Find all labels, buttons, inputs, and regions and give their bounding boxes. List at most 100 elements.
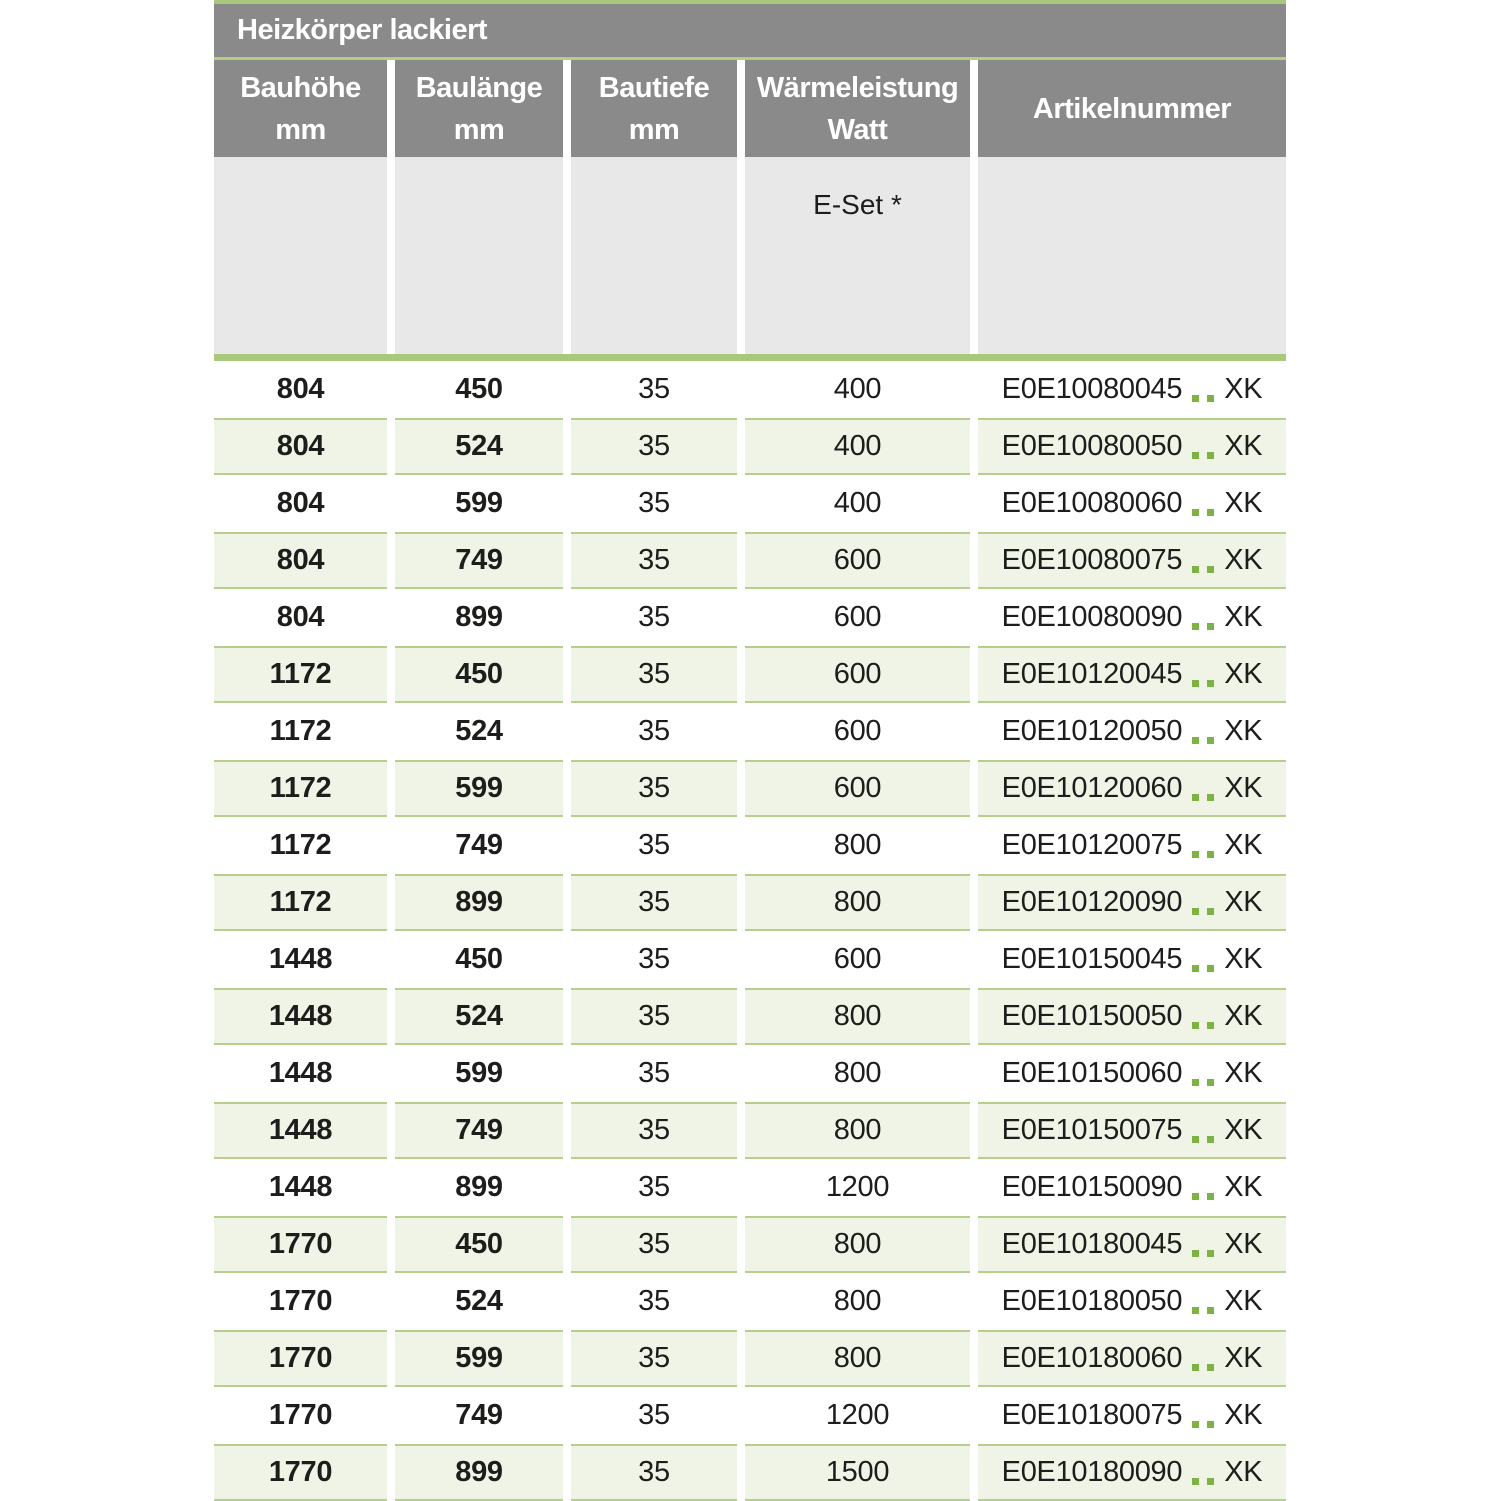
cell-waermeleistung: 600 <box>745 760 970 817</box>
placeholder-dot-icon <box>1207 395 1215 402</box>
artikel-suffix: XK <box>1224 1057 1263 1089</box>
cell-waermeleistung: 800 <box>745 1216 970 1273</box>
artikel-code: E0E10120090 <box>1001 886 1183 918</box>
table-row: 1770 899 35 1500 E0E10180090 XK <box>214 1444 1286 1501</box>
header-body-separator <box>214 354 1286 361</box>
table-row: 1448 899 35 1200 E0E10150090 XK <box>214 1159 1286 1216</box>
placeholder-dot-icon <box>1192 680 1200 687</box>
table-row: 1448 749 35 800 E0E10150075 XK <box>214 1102 1286 1159</box>
table-row: 1172 524 35 600 E0E10120050 XK <box>214 703 1286 760</box>
cell-bautiefe: 35 <box>638 373 670 405</box>
table-body: 804 450 35 400 E0E10080045 XK 804 524 35 400 E0E10… <box>214 361 1286 1501</box>
placeholder-dot-icon <box>1192 1421 1200 1428</box>
cell-bautiefe: 35 <box>571 988 737 1045</box>
title-divider <box>214 57 1286 60</box>
header-label: Wärmeleistung <box>756 71 959 104</box>
cell-baulaenge: 899 <box>395 874 563 931</box>
artikel-suffix: XK <box>1224 715 1263 747</box>
artikel-code: E0E10120075 <box>1001 829 1183 861</box>
cell-bautiefe: 35 <box>638 943 670 975</box>
cell-bautiefe: 35 <box>571 1102 737 1159</box>
cell-waermeleistung: 600 <box>833 943 882 975</box>
table-row: 804 749 35 600 E0E10080075 XK <box>214 532 1286 589</box>
cell-baulaenge: 599 <box>455 487 503 519</box>
cell-baulaenge: 899 <box>455 1171 503 1203</box>
cell-waermeleistung: 400 <box>745 418 970 475</box>
artikel-placeholder-dots <box>1192 908 1215 915</box>
cell-bautiefe: 35 <box>638 1057 670 1089</box>
header-cell-baulaenge: Baulänge mm <box>395 60 563 157</box>
cell-bauhoehe: 1448 <box>268 1171 333 1203</box>
header-label: Bautiefe <box>598 71 710 104</box>
cell-bautiefe: 35 <box>571 760 737 817</box>
table-row: 1448 524 35 800 E0E10150050 XK <box>214 988 1286 1045</box>
placeholder-dot-icon <box>1207 1307 1215 1314</box>
artikel-code: E0E10180050 <box>1001 1285 1183 1317</box>
cell-bautiefe: 35 <box>571 1330 737 1387</box>
cell-baulaenge: 899 <box>395 1444 563 1501</box>
artikel-placeholder-dots <box>1192 1136 1215 1143</box>
header-unit: mm <box>628 113 680 146</box>
artikel-placeholder-dots <box>1192 452 1215 459</box>
artikel-suffix: XK <box>1224 772 1263 804</box>
artikel-placeholder-dots <box>1192 851 1215 858</box>
placeholder-dot-icon <box>1192 395 1200 402</box>
artikel-placeholder-dots <box>1192 680 1215 687</box>
cell-waermeleistung: 800 <box>833 829 882 861</box>
cell-baulaenge: 599 <box>395 760 563 817</box>
cell-waermeleistung: 600 <box>833 601 882 633</box>
placeholder-dot-icon <box>1192 1478 1200 1485</box>
artikel-code: E0E10150060 <box>1001 1057 1183 1089</box>
artikel-placeholder-dots <box>1192 1364 1215 1371</box>
artikel-placeholder-dots <box>1192 1421 1215 1428</box>
artikel-suffix: XK <box>1224 1399 1263 1431</box>
placeholder-dot-icon <box>1207 794 1215 801</box>
cell-bauhoehe: 1172 <box>214 760 387 817</box>
cell-bautiefe: 35 <box>571 1444 737 1501</box>
artikel-code: E0E10180060 <box>1001 1342 1183 1374</box>
artikel-placeholder-dots <box>1192 737 1215 744</box>
artikel-code: E0E10080060 <box>1001 487 1183 519</box>
placeholder-dot-icon <box>1207 908 1215 915</box>
cell-artikelnummer: E0E10080045 XK <box>978 361 1286 418</box>
header-label: Artikelnummer <box>1032 92 1232 125</box>
cell-bauhoehe: 804 <box>276 601 325 633</box>
subheader-row: E-Set * <box>214 157 1286 354</box>
cell-baulaenge: 749 <box>395 1102 563 1159</box>
placeholder-dot-icon <box>1207 737 1215 744</box>
placeholder-dot-icon <box>1207 851 1215 858</box>
cell-bautiefe: 35 <box>571 532 737 589</box>
cell-waermeleistung: 400 <box>833 487 882 519</box>
top-divider <box>214 0 1286 4</box>
artikel-code: E0E10150045 <box>1001 943 1183 975</box>
cell-artikelnummer: E0E10150045 XK <box>978 931 1286 988</box>
header-cell-bauhoehe: Bauhöhe mm <box>214 60 387 157</box>
cell-bautiefe: 35 <box>638 1171 670 1203</box>
artikel-code: E0E10120045 <box>1001 658 1183 690</box>
artikel-suffix: XK <box>1224 1000 1263 1032</box>
cell-bauhoehe: 1172 <box>214 874 387 931</box>
artikel-suffix: XK <box>1224 430 1263 462</box>
placeholder-dot-icon <box>1207 1478 1215 1485</box>
cell-baulaenge: 450 <box>455 373 503 405</box>
table-row: 1172 899 35 800 E0E10120090 XK <box>214 874 1286 931</box>
subheader-cell-bauhoehe <box>214 157 387 354</box>
subheader-cell-eset: E-Set * <box>745 157 970 354</box>
cell-artikelnummer: E0E10180060 XK <box>978 1330 1286 1387</box>
subheader-cell-artikelnummer <box>978 157 1286 354</box>
table-row: 1770 524 35 800 E0E10180050 XK <box>214 1273 1286 1330</box>
table-row: 804 524 35 400 E0E10080050 XK <box>214 418 1286 475</box>
table-row: 1172 749 35 800 E0E10120075 XK <box>214 817 1286 874</box>
cell-waermeleistung: 800 <box>745 1102 970 1159</box>
cell-artikelnummer: E0E10180090 XK <box>978 1444 1286 1501</box>
artikel-placeholder-dots <box>1192 1193 1215 1200</box>
cell-bautiefe: 35 <box>571 874 737 931</box>
cell-waermeleistung: 400 <box>833 373 882 405</box>
placeholder-dot-icon <box>1192 1307 1200 1314</box>
product-table: Heizkörper lackiert Bauhöhe mm Baulänge … <box>214 0 1286 1501</box>
cell-waermeleistung: 600 <box>833 715 882 747</box>
cell-waermeleistung: 800 <box>745 988 970 1045</box>
cell-artikelnummer: E0E10080090 XK <box>978 589 1286 646</box>
table-row: 1448 599 35 800 E0E10150060 XK <box>214 1045 1286 1102</box>
cell-bautiefe: 35 <box>638 715 670 747</box>
